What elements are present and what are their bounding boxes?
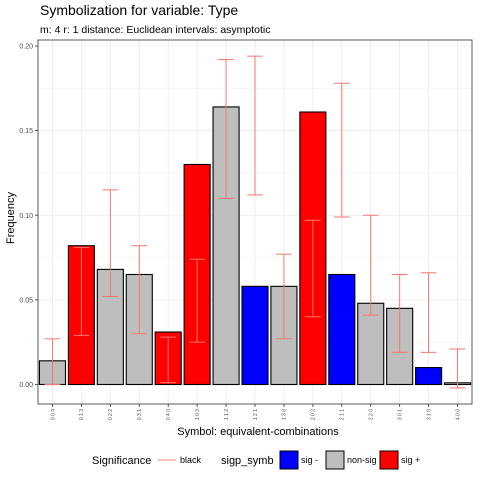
interval-bar [160,336,177,384]
y-tick-label: 0.00 [19,382,33,389]
interval-bar [73,246,90,336]
interval-bar [131,245,148,335]
legend-label-fill: sig + [401,455,420,465]
bar [415,367,443,386]
y-axis: 0.00 0.05 0.10 0.15 0.20 [19,44,38,389]
x-tick-label: 4 0 0 [455,409,461,420]
interval-bar [247,55,263,196]
x-tick-label: 0 1 3 [79,409,85,420]
x-tick-label: 0 0 4 [50,409,56,420]
x-tick-label: 1 3 0 [282,409,288,420]
bar [241,285,269,386]
x-tick-label: 1 0 3 [195,409,201,420]
x-tick-label: 0 4 0 [166,409,172,420]
chart-title: Symbolization for variable: Type [40,2,238,18]
interval-bar [305,219,321,318]
bars [38,106,472,386]
chart-subtitle: m: 4 r: 1 distance: Euclidean intervals:… [40,24,271,36]
x-tick-label: 3 0 1 [397,409,403,420]
y-tick-label: 0.20 [19,44,33,51]
interval-bar [102,189,119,297]
interval-bar [189,258,205,343]
interval-bar [333,82,350,218]
x-tick-label: 3 1 0 [426,409,432,420]
x-tick-label: 2 1 1 [340,409,346,420]
bar [328,273,356,386]
x-axis: 0 0 4 0 1 3 0 2 2 0 3 1 0 4 0 1 0 3 1 1 2 1 2 1… [50,404,461,420]
legend-label-fill: non-sig [347,455,377,465]
legend-label-fill: sig - [301,455,318,465]
interval-bar [449,348,466,389]
x-tick-label: 1 1 2 [224,409,230,420]
x-tick-label: 2 0 2 [311,409,317,420]
interval-bar [362,214,379,316]
interval-bar [218,59,234,199]
y-axis-title: Frequency [5,192,17,244]
x-tick-label: 1 2 1 [253,409,259,420]
legend-title-fill: sigp_symb [221,455,274,467]
interval-bar [420,272,437,353]
interval-bar [44,338,61,385]
legend-key-fill [379,450,399,470]
legend: Significance black sigp_symb sig - non-sig si… [92,450,420,470]
y-tick-label: 0.05 [19,297,33,304]
y-tick-label: 0.10 [19,213,33,220]
legend-key-fill [325,450,345,470]
bar [357,302,385,386]
legend-key-fill [279,450,299,470]
y-tick-label: 0.15 [19,128,33,135]
legend-label-significance: black [180,455,202,465]
x-tick-label: 0 2 2 [108,409,114,420]
interval-bars [44,55,466,389]
x-tick-label: 2 2 0 [369,409,375,420]
x-tick-label: 0 3 1 [137,409,143,420]
legend-title-significance: Significance [92,455,151,467]
interval-bar [391,273,408,353]
interval-bar [276,253,292,340]
x-axis-title: Symbol: equivalent-combinations [177,426,339,438]
